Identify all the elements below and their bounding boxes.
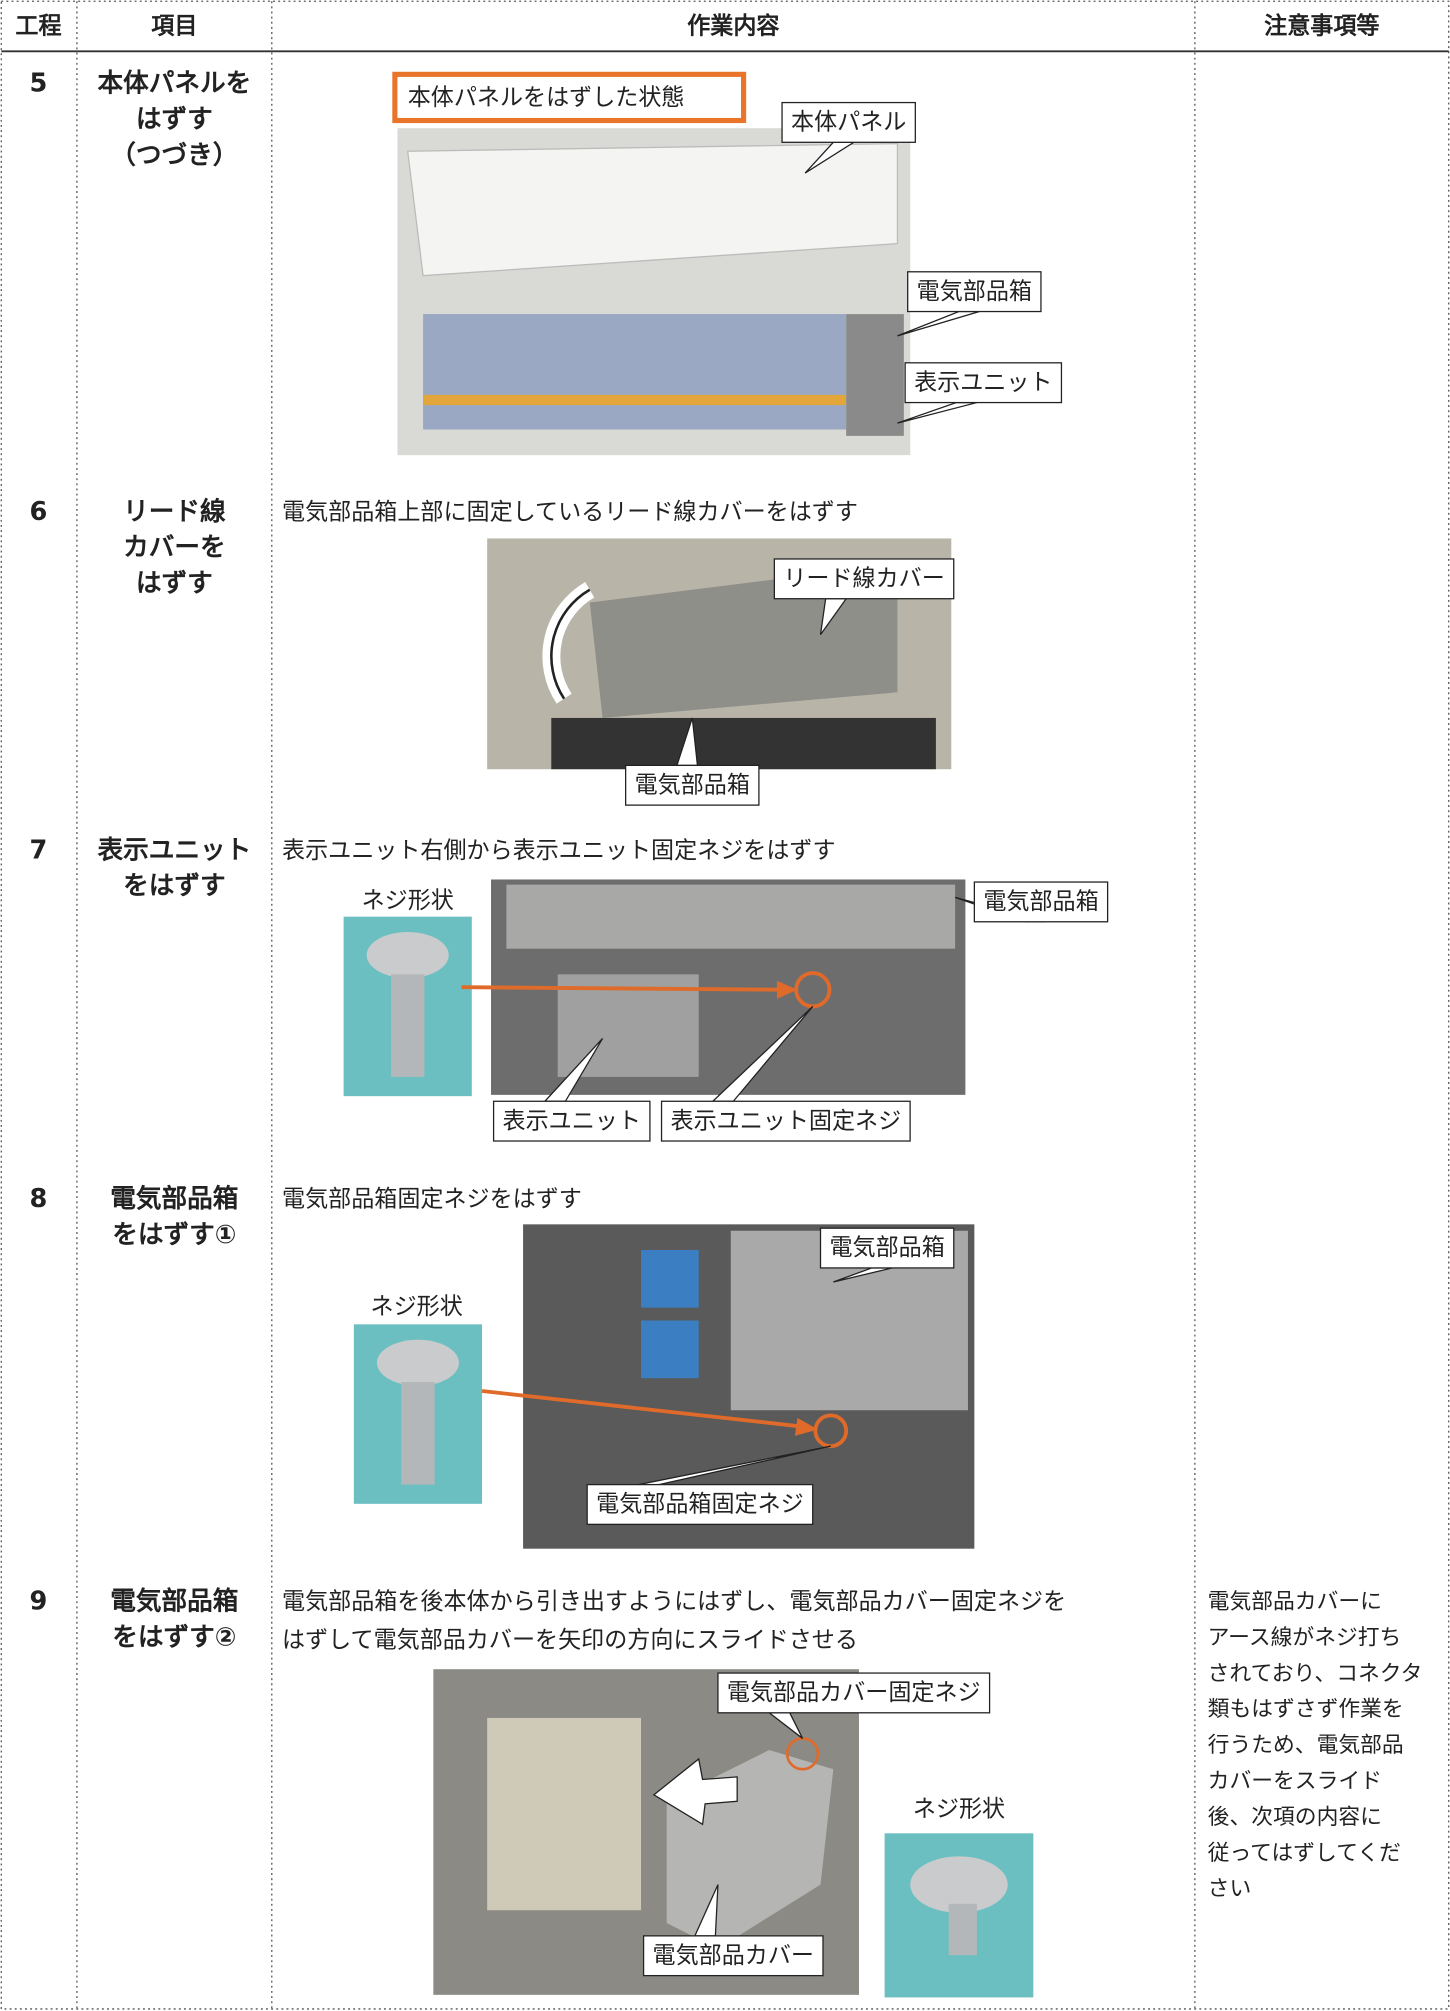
- caution-note: 後、次項の内容に: [1208, 1805, 1382, 1830]
- caution-note: されており、コネクタ: [1208, 1661, 1423, 1686]
- callout: 電気部品箱: [897, 271, 1042, 337]
- callout: 電気部品箱: [819, 1227, 955, 1283]
- callout: 表示ユニット固定ネジ: [660, 1005, 911, 1142]
- callout: 電気部品カバー: [642, 1884, 824, 1977]
- caution-note: 従ってはずしてくだ: [1208, 1841, 1401, 1866]
- photo: [343, 879, 966, 1097]
- screw-label: ネジ形状: [913, 1797, 1005, 1823]
- callout-label: 電気部品箱: [829, 1235, 944, 1261]
- item-name: 表示ユニット: [97, 835, 251, 865]
- work-description: 電気部品箱固定ネジをはずす: [282, 1186, 582, 1212]
- header-cell: 項目: [151, 13, 197, 39]
- item-name: はずす: [136, 569, 213, 599]
- callout-label: 本体パネル: [791, 110, 906, 136]
- header-cell: 注意事項等: [1264, 12, 1379, 39]
- caution-note: 電気部品カバーに: [1208, 1590, 1382, 1615]
- work-description: はずして電気部品カバーを矢印の方向にスライドさせる: [282, 1628, 858, 1654]
- caution-note: 行うため、電気部品: [1208, 1733, 1404, 1758]
- callout: 本体パネル: [781, 101, 916, 174]
- item-name: 電気部品箱: [110, 1586, 238, 1617]
- callout-label: 表示ユニット固定ネジ: [671, 1108, 902, 1134]
- step-number: 7: [30, 835, 48, 865]
- step-number: 6: [30, 497, 48, 527]
- caption-box: [392, 71, 747, 124]
- photo: [487, 538, 952, 770]
- item-name: をはずす①: [112, 1220, 236, 1250]
- caution-note: 類もはずさず作業を: [1208, 1697, 1404, 1722]
- callout-label: リード線カバー: [783, 566, 944, 592]
- caution-note: さい: [1208, 1877, 1252, 1902]
- item-name: カバーを: [123, 533, 226, 563]
- item-name: リード線: [123, 496, 226, 527]
- caution-note: カバーをスライド: [1208, 1769, 1382, 1794]
- item-name: 本体パネルを: [97, 69, 251, 99]
- screw-label: ネジ形状: [371, 1294, 463, 1320]
- callout-label: 表示ユニット: [914, 370, 1052, 396]
- photo-caption: 本体パネルをはずした状態: [408, 85, 685, 111]
- callout: リード線カバー: [773, 558, 955, 635]
- callout: 表示ユニット: [897, 362, 1063, 424]
- step-number: 8: [30, 1184, 48, 1214]
- callout-label: 電気部品箱固定ネジ: [596, 1492, 804, 1518]
- callout: 電気部品箱: [625, 717, 760, 806]
- callout: 電気部品箱固定ネジ: [586, 1445, 831, 1525]
- header-cell: 作業内容: [687, 12, 779, 39]
- screw-label: ネジ形状: [362, 888, 454, 914]
- work-description: 電気部品箱上部に固定しているリード線カバーをはずす: [282, 499, 858, 525]
- callout-label: 表示ユニット: [503, 1108, 641, 1134]
- callout: 電気部品箱: [954, 881, 1109, 923]
- header-cell: 工程: [15, 13, 61, 39]
- callout-label: 電気部品箱: [635, 772, 750, 798]
- callout-label: 電気部品カバー: [653, 1943, 814, 1969]
- item-name: 電気部品箱: [110, 1183, 238, 1214]
- work-description: 表示ユニット右側から表示ユニット固定ネジをはずす: [282, 838, 836, 864]
- callout-label: 電気部品箱: [917, 279, 1032, 305]
- callout-label: 電気部品カバー固定ネジ: [727, 1680, 981, 1706]
- photo: [397, 128, 911, 456]
- callout: 電気部品カバー固定ネジ: [717, 1672, 991, 1739]
- item-name: をはずす: [123, 871, 226, 901]
- caution-note: アース線がネジ打ち: [1208, 1625, 1402, 1650]
- item-name: はずす: [136, 105, 213, 135]
- callout: 表示ユニット: [492, 1038, 651, 1142]
- callout-label: 電気部品箱: [983, 889, 1098, 915]
- work-description: 電気部品箱を後本体から引き出すようにはずし、電気部品カバー固定ネジを: [282, 1589, 1066, 1615]
- step-number: 9: [30, 1587, 48, 1617]
- step-number: 5: [30, 69, 48, 99]
- item-name: をはずす②: [112, 1622, 236, 1652]
- item-name: （つづき）: [110, 140, 238, 170]
